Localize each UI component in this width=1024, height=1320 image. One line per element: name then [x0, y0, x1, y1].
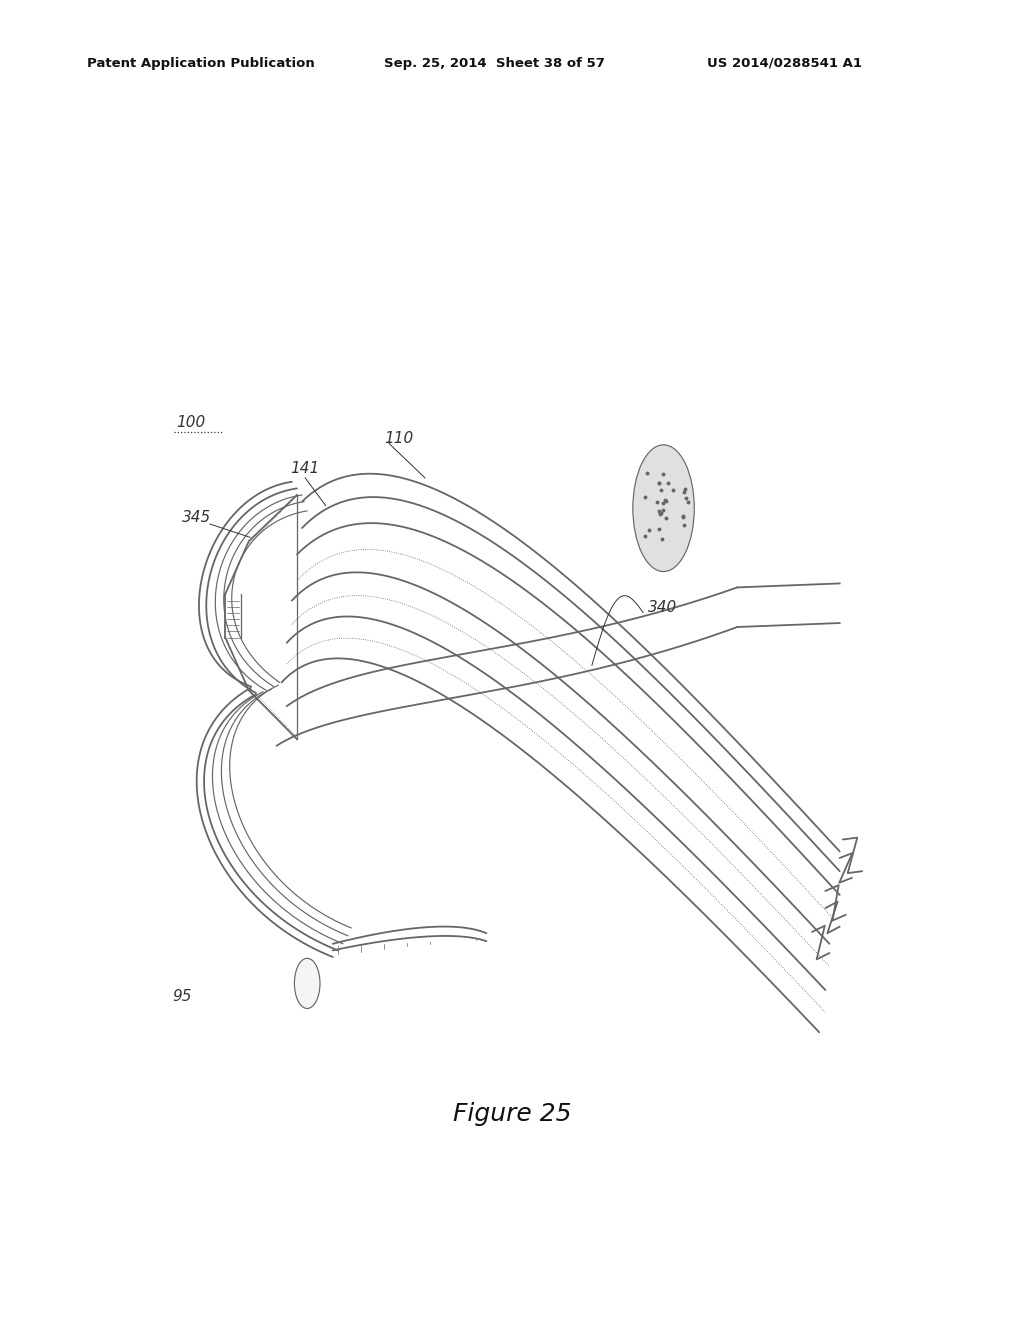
Text: 100: 100 [176, 414, 206, 430]
Ellipse shape [295, 958, 319, 1008]
Text: Sep. 25, 2014  Sheet 38 of 57: Sep. 25, 2014 Sheet 38 of 57 [384, 57, 605, 70]
Text: US 2014/0288541 A1: US 2014/0288541 A1 [707, 57, 861, 70]
Ellipse shape [633, 445, 694, 572]
Text: 95: 95 [172, 989, 191, 1005]
Text: 141: 141 [290, 461, 319, 477]
Text: Figure 25: Figure 25 [453, 1102, 571, 1126]
Text: Patent Application Publication: Patent Application Publication [87, 57, 314, 70]
Text: 345: 345 [182, 510, 212, 525]
Text: 340: 340 [648, 599, 678, 615]
Text: 110: 110 [384, 430, 414, 446]
